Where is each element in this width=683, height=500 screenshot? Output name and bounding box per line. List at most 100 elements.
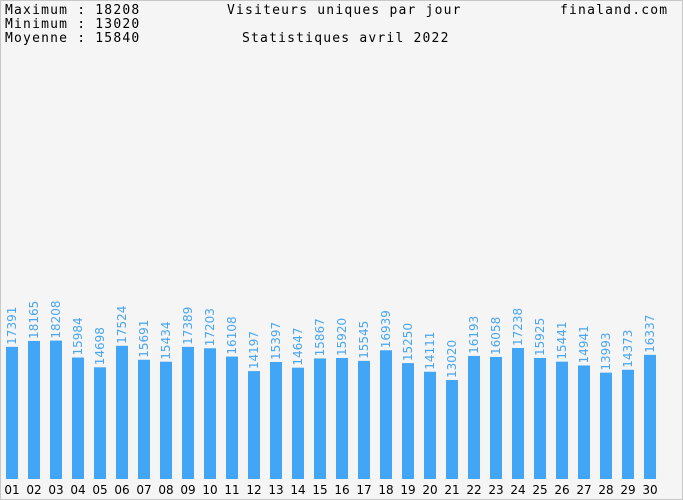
bar-03 [50, 340, 62, 479]
value-label-21: 13020 [445, 340, 459, 378]
avg-label: Moyenne [5, 31, 69, 46]
value-label-26: 15441 [555, 321, 569, 359]
value-label-14: 14647 [291, 327, 305, 365]
bar-16 [336, 358, 348, 479]
value-label-03: 18208 [49, 300, 63, 338]
min-stat: Minimum : 13020 [5, 17, 141, 32]
x-tick-label-30: 30 [642, 483, 657, 497]
bar-02 [28, 340, 40, 479]
value-label-12: 14197 [247, 331, 261, 369]
bar-17 [358, 360, 370, 479]
bar-06 [116, 345, 128, 479]
x-tick-label-21: 21 [444, 483, 459, 497]
bar-04 [72, 357, 84, 479]
x-tick-label-20: 20 [422, 483, 437, 497]
bar-08 [160, 361, 172, 479]
x-tick-label-23: 23 [488, 483, 503, 497]
bar-01 [6, 346, 18, 479]
bar-09 [182, 346, 194, 479]
bar-05 [94, 367, 106, 479]
bar-24 [512, 347, 524, 479]
bar-30 [644, 354, 656, 479]
x-tick-label-04: 04 [70, 483, 85, 497]
bar-19 [402, 363, 414, 479]
bar-26 [556, 361, 568, 479]
min-value: 13020 [95, 17, 141, 32]
x-tick-label-26: 26 [554, 483, 569, 497]
value-label-20: 14111 [423, 332, 437, 370]
value-label-24: 17238 [511, 308, 525, 346]
x-tick-label-02: 02 [26, 483, 41, 497]
x-tick-label-18: 18 [378, 483, 393, 497]
bar-22 [468, 355, 480, 479]
bar-12 [248, 371, 260, 479]
x-tick-label-10: 10 [202, 483, 217, 497]
min-label: Minimum [5, 17, 69, 32]
bar-14 [292, 367, 304, 479]
value-label-28: 13993 [599, 332, 613, 370]
value-label-27: 14941 [577, 325, 591, 363]
value-label-23: 16058 [489, 317, 503, 355]
bar-23 [490, 356, 502, 479]
chart-subtitle: Statistiques avril 2022 [242, 31, 450, 46]
avg-value: 15840 [95, 31, 141, 46]
bar-15 [314, 358, 326, 479]
x-tick-label-28: 28 [598, 483, 613, 497]
x-tick-label-17: 17 [356, 483, 371, 497]
x-tick-label-22: 22 [466, 483, 481, 497]
x-tick-label-25: 25 [532, 483, 547, 497]
x-tick-label-19: 19 [400, 483, 415, 497]
x-tick-label-09: 09 [180, 483, 195, 497]
bar-25 [534, 357, 546, 479]
x-tick-label-12: 12 [246, 483, 261, 497]
x-tick-label-15: 15 [312, 483, 327, 497]
x-tick-label-01: 01 [4, 483, 19, 497]
value-label-01: 17391 [5, 307, 19, 345]
bar-18 [380, 350, 392, 479]
value-label-10: 17203 [203, 308, 217, 346]
value-label-13: 15397 [269, 322, 283, 360]
x-tick-label-13: 13 [268, 483, 283, 497]
x-tick-label-07: 07 [136, 483, 151, 497]
x-tick-label-05: 05 [92, 483, 107, 497]
value-label-30: 16337 [643, 315, 657, 353]
bar-21 [446, 380, 458, 479]
value-label-22: 16193 [467, 316, 481, 354]
value-label-05: 14698 [93, 327, 107, 365]
bar-10 [204, 348, 216, 479]
value-label-17: 15545 [357, 321, 371, 359]
value-label-15: 15867 [313, 318, 327, 356]
value-label-08: 15434 [159, 322, 173, 360]
value-label-06: 17524 [115, 306, 129, 344]
value-label-07: 15691 [137, 320, 151, 358]
bar-11 [226, 356, 238, 479]
value-label-02: 18165 [27, 301, 41, 339]
value-label-16: 15920 [335, 318, 349, 356]
x-tick-label-29: 29 [620, 483, 635, 497]
x-tick-label-14: 14 [290, 483, 305, 497]
value-label-09: 17389 [181, 307, 195, 345]
max-label: Maximum [5, 3, 69, 18]
max-value: 18208 [95, 3, 141, 18]
bar-27 [578, 365, 590, 479]
value-label-19: 15250 [401, 323, 415, 361]
chart-title: Visiteurs uniques par jour [227, 3, 462, 18]
x-tick-label-24: 24 [510, 483, 525, 497]
value-label-25: 15925 [533, 318, 547, 356]
x-tick-label-11: 11 [224, 483, 239, 497]
x-tick-label-03: 03 [48, 483, 63, 497]
value-label-29: 14373 [621, 330, 635, 368]
site-name: finaland.com [560, 3, 669, 18]
bar-28 [600, 372, 612, 479]
x-tick-label-08: 08 [158, 483, 173, 497]
bar-20 [424, 371, 436, 479]
max-stat: Maximum : 18208 [5, 3, 141, 18]
avg-stat: Moyenne : 15840 [5, 31, 141, 46]
x-tick-label-16: 16 [334, 483, 349, 497]
value-label-11: 16108 [225, 316, 239, 354]
bar-13 [270, 361, 282, 479]
bar-07 [138, 359, 150, 479]
value-label-04: 15984 [71, 317, 85, 355]
bar-29 [622, 369, 634, 479]
